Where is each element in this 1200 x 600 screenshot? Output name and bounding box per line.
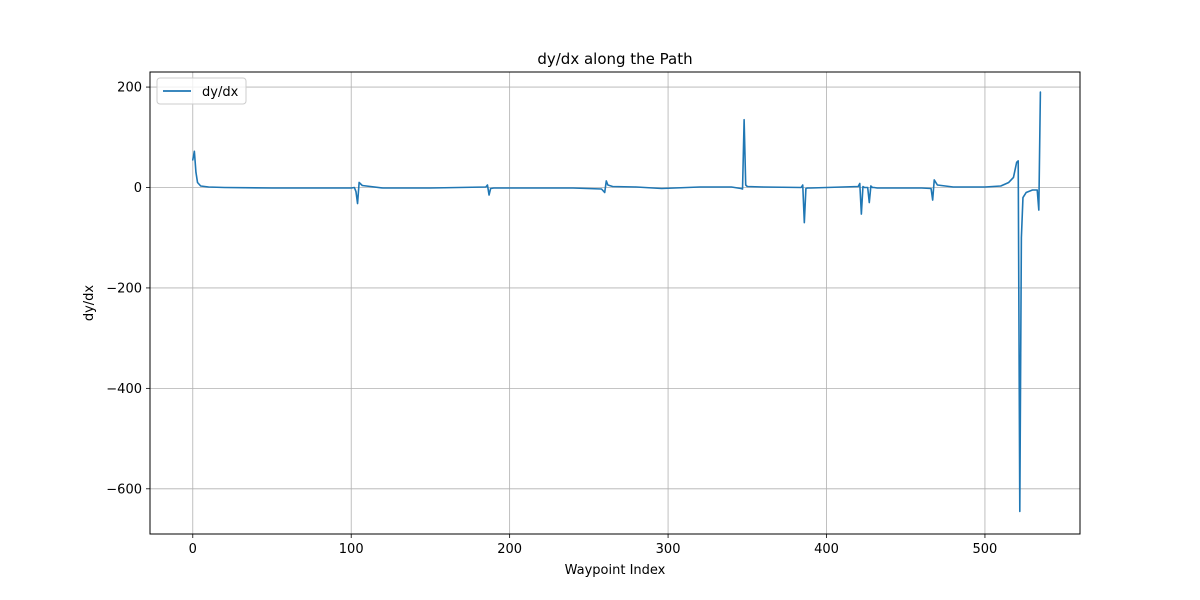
x-tick-label: 400 <box>814 542 839 557</box>
legend-box <box>156 77 247 105</box>
y-axis-label: dy/dx <box>82 285 97 322</box>
legend: dy/dx <box>156 77 247 105</box>
chart-title: dy/dx along the Path <box>537 50 692 68</box>
y-tick-label: −400 <box>106 382 142 397</box>
series-line-0 <box>191 91 1042 513</box>
x-tick-label: 200 <box>497 542 522 557</box>
x-tick-label: 500 <box>973 542 998 557</box>
legend-series-label: dy/dx <box>202 85 239 100</box>
y-tick-label: −200 <box>106 281 142 296</box>
x-tick-label: 0 <box>189 542 197 557</box>
series-layer <box>191 91 1042 513</box>
ticks-layer: 0 100 200 300 400 500 200 0 −200 −400 −600 <box>106 81 997 557</box>
x-tick-label: 100 <box>339 542 364 557</box>
y-tick-label: 0 <box>134 181 142 196</box>
x-axis-label: Waypoint Index <box>565 563 666 578</box>
plot-frame <box>149 71 1081 535</box>
y-tick-label: −600 <box>106 482 142 497</box>
y-tick-label: 200 <box>117 81 142 96</box>
x-tick-label: 300 <box>656 542 681 557</box>
